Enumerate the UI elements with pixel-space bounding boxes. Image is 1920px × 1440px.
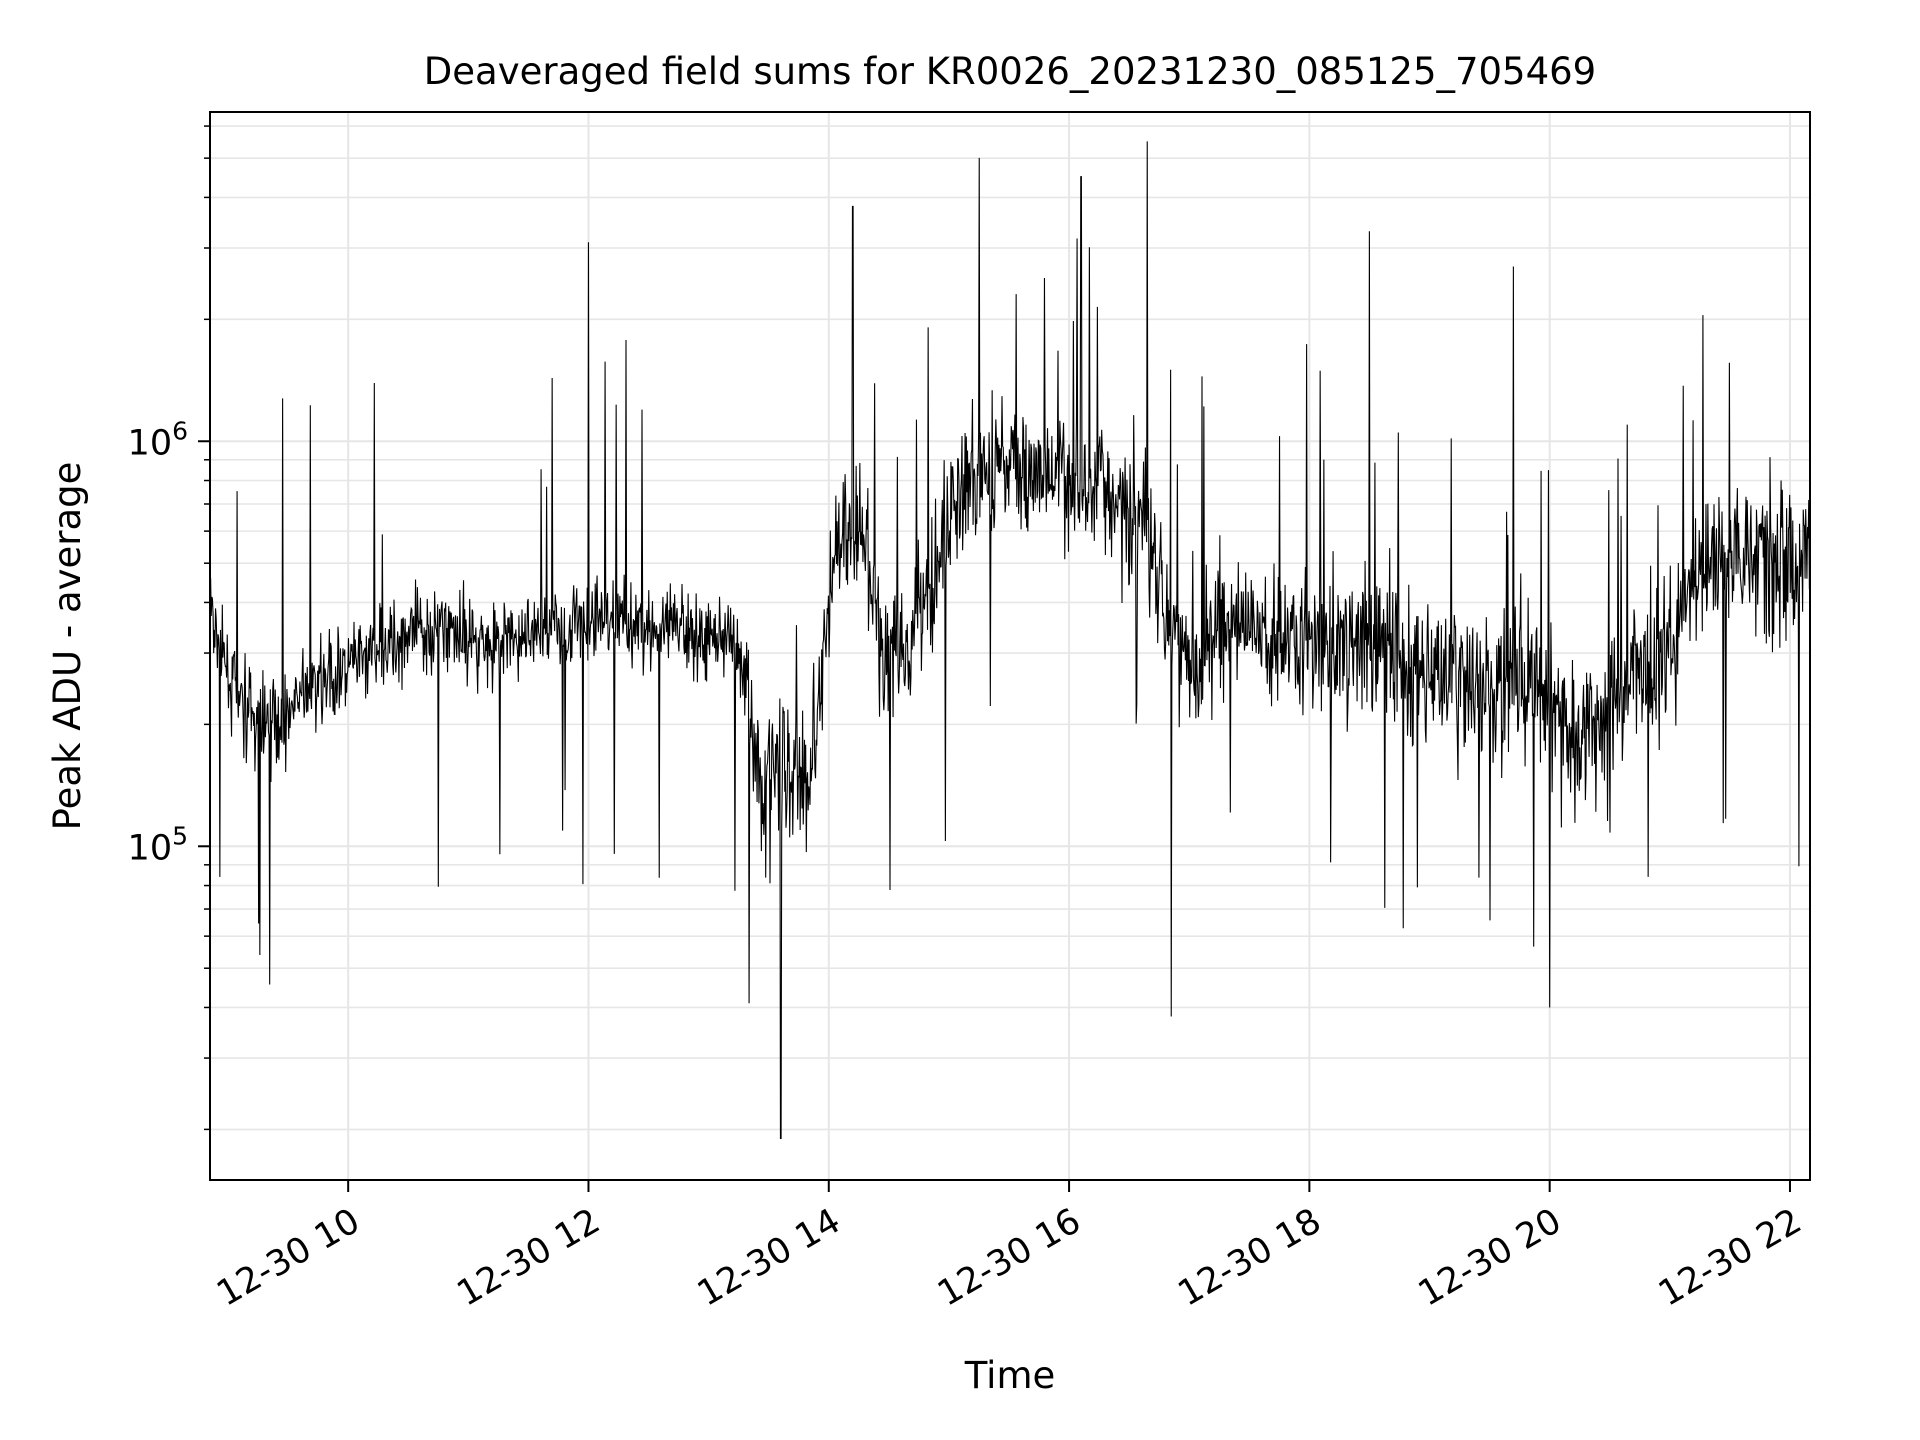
x-tick-label: 12-30 16 bbox=[931, 1201, 1087, 1314]
x-tick-label: 12-30 12 bbox=[451, 1201, 607, 1314]
data-series bbox=[209, 141, 1811, 1139]
y-axis: 105 106 bbox=[128, 125, 210, 1131]
chart-title: Deaveraged field sums for KR0026_2023123… bbox=[424, 50, 1596, 93]
x-axis-label: Time bbox=[964, 1354, 1056, 1397]
plot-frame bbox=[209, 111, 1811, 1181]
y-tick-label: 105 bbox=[128, 821, 188, 868]
x-tick-label: 12-30 18 bbox=[1172, 1201, 1328, 1314]
y-tick-label: 106 bbox=[128, 416, 188, 463]
series-line bbox=[209, 141, 1811, 1139]
x-tick-label: 12-30 14 bbox=[691, 1201, 847, 1314]
y-axis-label: Peak ADU - average bbox=[46, 462, 89, 831]
x-tick-label: 12-30 22 bbox=[1652, 1201, 1808, 1314]
x-tick-label: 12-30 20 bbox=[1412, 1201, 1568, 1314]
x-axis: 12-30 10 12-30 12 12-30 14 12-30 16 12-30 18… bbox=[210, 1180, 1808, 1314]
x-tick-label: 12-30 10 bbox=[210, 1201, 366, 1314]
